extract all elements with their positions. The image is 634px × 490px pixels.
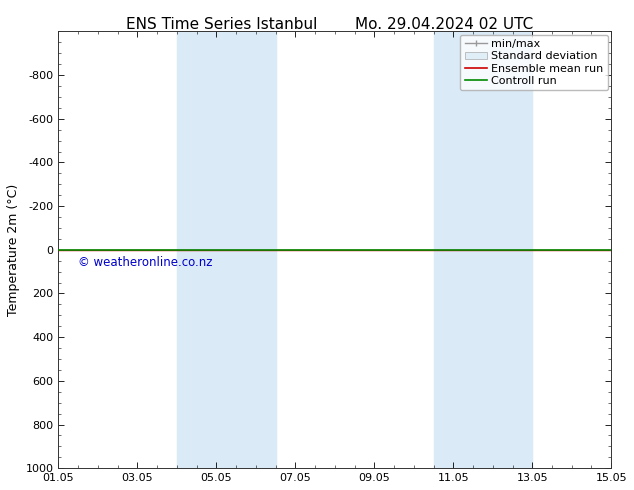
Text: Mo. 29.04.2024 02 UTC: Mo. 29.04.2024 02 UTC: [354, 17, 533, 32]
Text: ENS Time Series Istanbul: ENS Time Series Istanbul: [126, 17, 318, 32]
Bar: [177, 31, 276, 468]
Y-axis label: Temperature 2m (°C): Temperature 2m (°C): [7, 184, 20, 316]
Text: © weatheronline.co.nz: © weatheronline.co.nz: [78, 256, 212, 270]
Bar: [434, 31, 533, 468]
Legend: min/max, Standard deviation, Ensemble mean run, Controll run: min/max, Standard deviation, Ensemble me…: [460, 35, 608, 90]
